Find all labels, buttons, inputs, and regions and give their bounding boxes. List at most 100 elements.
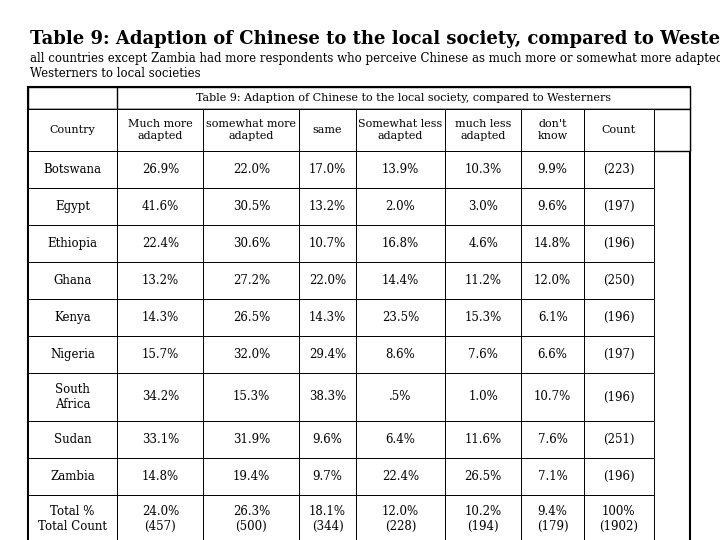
Text: 22.4%: 22.4% xyxy=(382,470,419,483)
Text: 14.3%: 14.3% xyxy=(309,311,346,324)
Text: 7.6%: 7.6% xyxy=(538,433,567,446)
Bar xyxy=(28,336,117,373)
Bar xyxy=(356,299,445,336)
Bar xyxy=(204,458,300,495)
Text: (197): (197) xyxy=(603,348,634,361)
Text: 23.5%: 23.5% xyxy=(382,311,419,324)
Text: 7.1%: 7.1% xyxy=(538,470,567,483)
Text: don't
know: don't know xyxy=(538,119,567,141)
Text: much less
adapted: much less adapted xyxy=(455,119,511,141)
Text: 15.7%: 15.7% xyxy=(142,348,179,361)
Text: South
Africa: South Africa xyxy=(55,383,91,411)
Bar xyxy=(445,373,521,421)
Bar xyxy=(521,373,584,421)
Text: 9.7%: 9.7% xyxy=(312,470,343,483)
Text: Country: Country xyxy=(50,125,96,135)
Text: 22.0%: 22.0% xyxy=(233,163,270,176)
Bar xyxy=(356,458,445,495)
Bar xyxy=(117,373,204,421)
Bar xyxy=(117,336,204,373)
Bar xyxy=(356,188,445,225)
Bar xyxy=(584,225,654,262)
Bar xyxy=(521,495,584,540)
Bar xyxy=(28,87,690,540)
Bar xyxy=(300,421,356,458)
Bar xyxy=(584,109,654,151)
Bar xyxy=(28,421,117,458)
Text: (196): (196) xyxy=(603,311,634,324)
Text: (197): (197) xyxy=(603,200,634,213)
Bar xyxy=(28,109,117,151)
Text: 26.3%
(500): 26.3% (500) xyxy=(233,505,270,533)
Bar xyxy=(204,299,300,336)
Bar xyxy=(356,421,445,458)
Bar xyxy=(445,421,521,458)
Text: 30.5%: 30.5% xyxy=(233,200,270,213)
Text: 9.6%: 9.6% xyxy=(538,200,567,213)
Text: 18.1%
(344): 18.1% (344) xyxy=(309,505,346,533)
Text: 9.6%: 9.6% xyxy=(312,433,343,446)
Text: 16.8%: 16.8% xyxy=(382,237,419,250)
Text: 10.3%: 10.3% xyxy=(464,163,502,176)
Text: 22.4%: 22.4% xyxy=(142,237,179,250)
Bar xyxy=(28,87,117,109)
Bar xyxy=(204,188,300,225)
Bar xyxy=(300,188,356,225)
Bar xyxy=(445,262,521,299)
Text: 2.0%: 2.0% xyxy=(385,200,415,213)
Bar xyxy=(117,262,204,299)
Text: 15.3%: 15.3% xyxy=(233,390,270,403)
Text: 6.6%: 6.6% xyxy=(538,348,567,361)
Bar xyxy=(445,495,521,540)
Bar xyxy=(521,109,584,151)
Bar xyxy=(117,421,204,458)
Text: Total %
Total Count: Total % Total Count xyxy=(38,505,107,533)
Text: 14.8%: 14.8% xyxy=(534,237,571,250)
Bar xyxy=(204,109,300,151)
Text: 7.6%: 7.6% xyxy=(468,348,498,361)
Text: 8.6%: 8.6% xyxy=(385,348,415,361)
Text: 6.1%: 6.1% xyxy=(538,311,567,324)
Text: 4.6%: 4.6% xyxy=(468,237,498,250)
Bar xyxy=(521,458,584,495)
Bar xyxy=(584,151,654,188)
Bar xyxy=(445,299,521,336)
Text: Egypt: Egypt xyxy=(55,200,90,213)
Bar xyxy=(204,225,300,262)
Bar xyxy=(204,495,300,540)
Text: 10.7%: 10.7% xyxy=(309,237,346,250)
Bar xyxy=(521,151,584,188)
Bar xyxy=(445,109,521,151)
Bar xyxy=(445,188,521,225)
Text: 11.2%: 11.2% xyxy=(464,274,502,287)
Text: somewhat more
adapted: somewhat more adapted xyxy=(207,119,297,141)
Bar xyxy=(300,458,356,495)
Text: Sudan: Sudan xyxy=(54,433,91,446)
Text: 41.6%: 41.6% xyxy=(142,200,179,213)
Bar xyxy=(584,421,654,458)
Text: Zambia: Zambia xyxy=(50,470,95,483)
Bar xyxy=(300,336,356,373)
Text: 34.2%: 34.2% xyxy=(142,390,179,403)
Text: 9.4%
(179): 9.4% (179) xyxy=(537,505,569,533)
Text: 27.2%: 27.2% xyxy=(233,274,270,287)
Bar xyxy=(300,262,356,299)
Text: 6.4%: 6.4% xyxy=(385,433,415,446)
Bar xyxy=(204,336,300,373)
Bar xyxy=(356,109,445,151)
Text: 13.9%: 13.9% xyxy=(382,163,419,176)
Bar xyxy=(117,151,204,188)
Bar xyxy=(521,421,584,458)
Text: 100%
(1902): 100% (1902) xyxy=(599,505,639,533)
Bar xyxy=(117,299,204,336)
Text: same: same xyxy=(312,125,342,135)
Text: 26.9%: 26.9% xyxy=(142,163,179,176)
Bar xyxy=(445,458,521,495)
Bar xyxy=(356,225,445,262)
Bar xyxy=(28,151,117,188)
Text: Table 9: Adaption of Chinese to the local society, compared to Westerners: Table 9: Adaption of Chinese to the loca… xyxy=(196,93,611,103)
Bar xyxy=(584,299,654,336)
Bar xyxy=(28,188,117,225)
Text: 3.0%: 3.0% xyxy=(468,200,498,213)
Bar xyxy=(117,458,204,495)
